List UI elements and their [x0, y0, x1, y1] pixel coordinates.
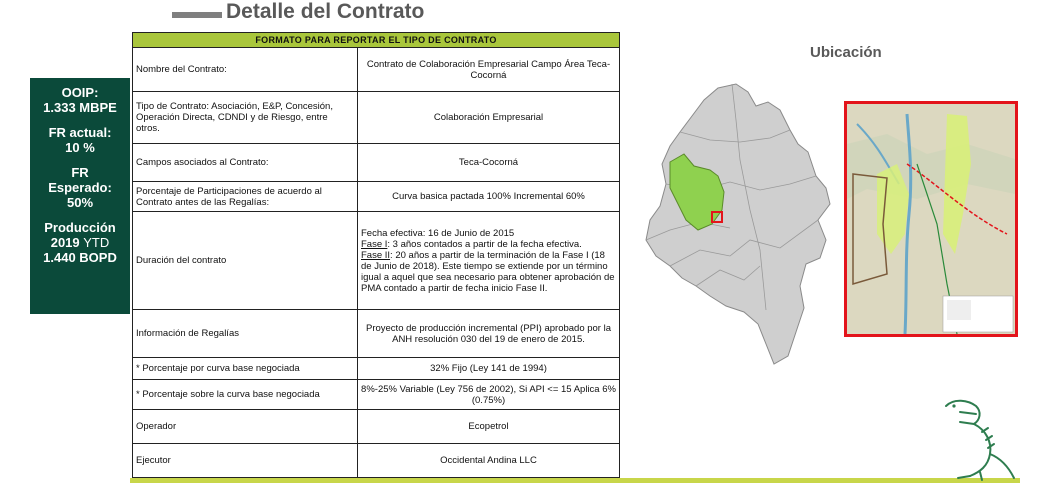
kpi-produccion-year-line: 2019 YTD: [30, 235, 130, 250]
page-title: Detalle del Contrato: [226, 0, 425, 23]
duracion-fase1-tag: Fase I: [361, 238, 388, 250]
field-area-west: [877, 164, 909, 254]
row-label-regalias: Información de Regalías: [132, 309, 358, 358]
row-label-sobre-curva: * Porcentaje sobre la curva base negocia…: [132, 379, 358, 410]
row-value-tipo: Colaboración Empresarial: [357, 91, 620, 144]
inset-legend-logo: [947, 300, 971, 320]
row-value-ejecutor: Occidental Andina LLC: [357, 443, 620, 478]
contract-boundary: [852, 173, 888, 286]
table-header: FORMATO PARA REPORTAR EL TIPO DE CONTRAT…: [132, 32, 620, 48]
row-label-nombre: Nombre del Contrato:: [132, 47, 358, 92]
antioquia-highlight: [669, 153, 725, 231]
inset-map-graphic: [847, 104, 1015, 334]
department-lines: [645, 83, 819, 311]
kpi-fr-actual-label: FR actual:: [48, 125, 112, 140]
duracion-fase2-text: : 20 años a partir de la terminación de …: [361, 249, 615, 294]
colombia-map: [645, 83, 831, 365]
kpi-ooip: OOIP: 1.333 MBPE: [30, 85, 130, 115]
kpi-ooip-label: OOIP:: [61, 85, 99, 100]
table-row: Campos asociados al Contrato: Teca-Cocor…: [132, 143, 620, 182]
table-row: Operador Ecopetrol: [132, 409, 620, 444]
table-row: Duración del contrato Fecha efectiva: 16…: [132, 211, 620, 310]
row-value-curva-base: 32% Fijo (Ley 141 de 1994): [357, 357, 620, 380]
kpi-ooip-value: 1.333 MBPE: [43, 100, 117, 115]
row-value-duracion: Fecha efectiva: 16 de Junio de 2015 Fase…: [357, 211, 620, 310]
table-row: Ejecutor Occidental Andina LLC: [132, 443, 620, 478]
table-header-row: FORMATO PARA REPORTAR EL TIPO DE CONTRAT…: [132, 32, 620, 48]
table-row: Información de Regalías Proyecto de prod…: [132, 309, 620, 358]
iguana-icon: [945, 399, 1015, 481]
row-label-curva-base: * Porcentaje por curva base negociada: [132, 357, 358, 380]
kpi-produccion: Producción 2019 YTD 1.440 BOPD: [30, 220, 130, 265]
duracion-fase1-text: : 3 años contados a partir de la fecha e…: [387, 238, 582, 250]
kpi-produccion-year: 2019: [50, 235, 80, 250]
table-row: Porcentaje de Participaciones de acuerdo…: [132, 181, 620, 212]
kpi-fr-actual-value: 10 %: [65, 140, 95, 155]
row-label-participaciones: Porcentaje de Participaciones de acuerdo…: [132, 181, 358, 212]
row-label-operador: Operador: [132, 409, 358, 444]
row-value-participaciones: Curva basica pactada 100% Incremental 60…: [357, 181, 620, 212]
contract-table: FORMATO PARA REPORTAR EL TIPO DE CONTRAT…: [132, 32, 620, 478]
row-label-ejecutor: Ejecutor: [132, 443, 358, 478]
kpi-produccion-label: Producción: [44, 220, 116, 235]
kpi-panel: OOIP: 1.333 MBPE FR actual: 10 % FR Espe…: [30, 78, 130, 314]
kpi-fr-actual: FR actual: 10 %: [30, 125, 130, 155]
row-value-sobre-curva: 8%-25% Variable (Ley 756 de 2002), Si AP…: [357, 379, 620, 410]
duracion-fecha-efectiva: Fecha efectiva: 16 de Junio de 2015: [361, 227, 515, 239]
colombia-outline: [645, 83, 831, 365]
row-value-operador: Ecopetrol: [357, 409, 620, 444]
row-value-nombre: Contrato de Colaboración Empresarial Cam…: [357, 47, 620, 92]
table-row: Tipo de Contrato: Asociación, E&P, Conce…: [132, 91, 620, 144]
table-row: Nombre del Contrato: Contrato de Colabor…: [132, 47, 620, 92]
kpi-produccion-value: 1.440 BOPD: [43, 250, 117, 265]
kpi-fr-esperado-label2: Esperado:: [48, 180, 112, 195]
pipeline-line: [906, 163, 1008, 235]
location-inset-map: [844, 101, 1018, 337]
row-label-tipo: Tipo de Contrato: Asociación, E&P, Conce…: [132, 91, 358, 144]
title-accent-bar: [172, 12, 222, 18]
location-marker: [711, 211, 723, 223]
table-row: * Porcentaje sobre la curva base negocia…: [132, 379, 620, 410]
footer-accent-line: [130, 478, 1020, 483]
kpi-fr-esperado: FR Esperado: 50%: [30, 165, 130, 210]
row-label-campos: Campos asociados al Contrato:: [132, 143, 358, 182]
kpi-fr-esperado-label: FR: [71, 165, 89, 180]
kpi-fr-esperado-value: 50%: [66, 195, 94, 210]
row-value-regalias: Proyecto de producción incremental (PPI)…: [357, 309, 620, 358]
table-row: * Porcentaje por curva base negociada 32…: [132, 357, 620, 380]
kpi-produccion-ytd: YTD: [83, 235, 110, 250]
field-area-east: [943, 114, 971, 254]
duracion-fase1: Fase I: 3 años contados a partir de la f…: [361, 239, 616, 250]
row-label-duracion: Duración del contrato: [132, 211, 358, 310]
row-value-campos: Teca-Cocorná: [357, 143, 620, 182]
duracion-fase2-tag: Fase II: [361, 249, 391, 261]
ubicacion-label: Ubicación: [810, 44, 882, 61]
duracion-fase2: Fase II: 20 años a partir de la terminac…: [361, 250, 616, 294]
